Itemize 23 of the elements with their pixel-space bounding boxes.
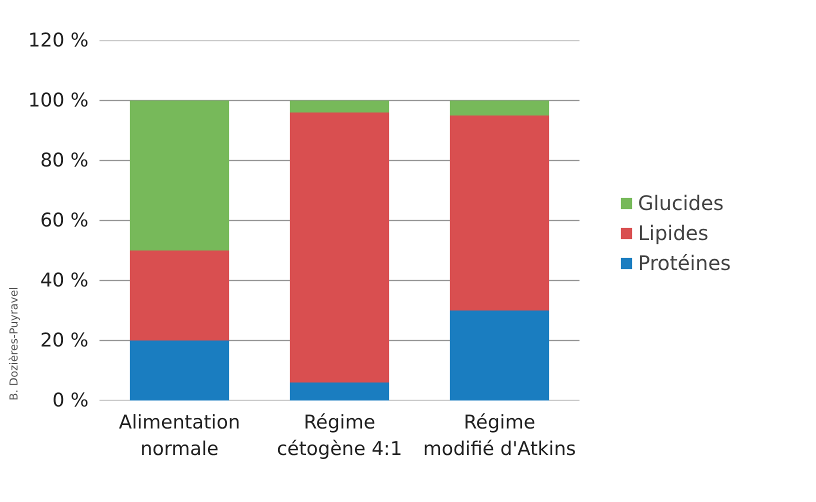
bar — [130, 100, 230, 250]
legend-label: Lipides — [638, 221, 708, 245]
legend-label: Protéines — [638, 251, 731, 275]
bar — [450, 310, 550, 400]
y-tick-label: 0 % — [52, 390, 89, 412]
legend-label: Glucides — [638, 191, 724, 215]
bar — [290, 112, 390, 382]
y-tick-label: 20 % — [40, 330, 89, 352]
bar — [450, 100, 550, 116]
y-tick-label: 120 % — [28, 30, 88, 52]
x-tick-label: Régime cétogène 4:1 — [276, 412, 402, 460]
text: B. Dozières-Puyravel — [8, 286, 20, 400]
y-tick-label: 60 % — [40, 210, 89, 232]
y-tick-label: 80 % — [40, 150, 89, 172]
bar — [290, 100, 390, 112]
bar — [130, 340, 230, 400]
x-tick-label: Régime modifié d'Atkins — [423, 412, 576, 460]
bar — [290, 382, 390, 400]
y-tick-label: 40 % — [40, 270, 89, 292]
bar — [130, 250, 230, 340]
bar — [450, 116, 550, 310]
x-tick-label: Alimentation normale — [118, 412, 240, 460]
y-tick-label: 100 % — [28, 90, 88, 112]
